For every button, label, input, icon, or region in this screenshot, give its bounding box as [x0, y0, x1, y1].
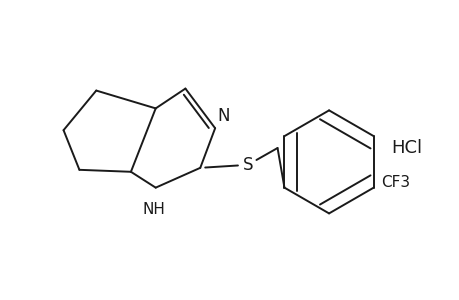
Text: CF3: CF3 — [381, 175, 410, 190]
Text: NH: NH — [142, 202, 165, 217]
Text: S: S — [242, 156, 252, 174]
Text: N: N — [217, 107, 229, 125]
Text: HCl: HCl — [390, 139, 421, 157]
